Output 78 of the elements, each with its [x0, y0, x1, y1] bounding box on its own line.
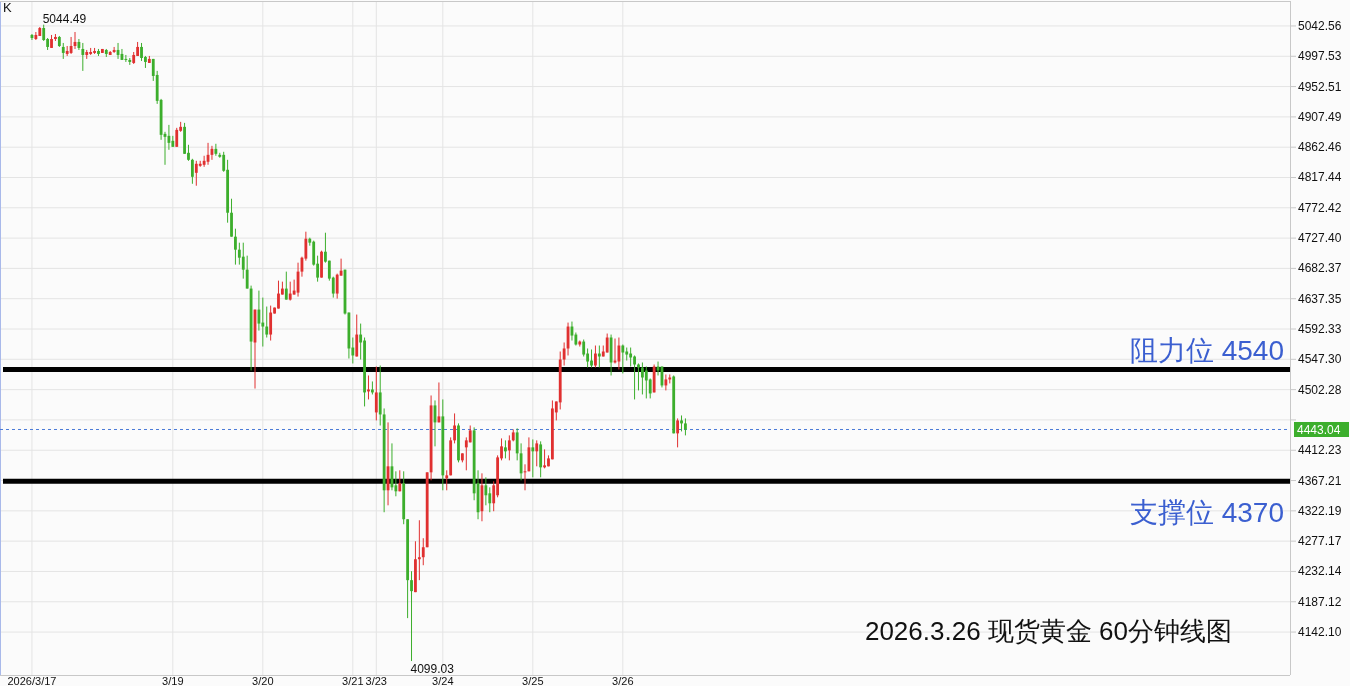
candlestick — [535, 439, 539, 467]
candlestick — [644, 366, 648, 399]
candlestick — [676, 417, 680, 448]
ref-line-label: 支撑位 4370 — [1129, 497, 1284, 529]
y-tick-label: 4907.49 — [1298, 109, 1342, 124]
candlestick — [664, 373, 668, 391]
candlestick — [124, 54, 128, 63]
y-tick-label: 4322.19 — [1298, 503, 1342, 518]
candlestick — [284, 271, 288, 301]
candlestick — [355, 314, 359, 357]
candlestick — [453, 412, 456, 444]
y-tick-label: 4727.40 — [1298, 231, 1342, 246]
candlestick — [175, 127, 179, 148]
candlestick — [241, 242, 245, 280]
y-tick-label: 4187.12 — [1298, 594, 1342, 609]
text: K — [3, 0, 12, 15]
candlestick — [269, 305, 273, 342]
candlestick — [265, 306, 269, 339]
ref-line-label: 阻力位 4540 — [1129, 334, 1284, 366]
candlestick — [621, 344, 625, 374]
x-tick-label: 3/20 — [252, 675, 274, 686]
x-tick-label: 3/26 — [612, 675, 634, 686]
text: 2026.3.26 现货黄金 60分钟线图 — [864, 616, 1232, 646]
candlestick — [594, 345, 597, 368]
candlestick — [237, 242, 241, 266]
x-tick-label: 3/23 — [365, 675, 388, 686]
y-tick-label: 4277.17 — [1298, 534, 1342, 549]
candlestick — [629, 347, 633, 368]
candlestick — [34, 31, 38, 41]
candlestick — [374, 366, 378, 421]
candlestick — [81, 42, 85, 72]
candlestick — [335, 273, 339, 300]
candlestick — [277, 280, 280, 310]
candlestick — [421, 537, 425, 566]
x-tick-label: 3/21 — [342, 675, 364, 686]
annotation: 4099.03 — [410, 662, 455, 677]
candlestick — [543, 448, 546, 469]
candlestick — [288, 281, 292, 302]
candlestick — [367, 374, 370, 400]
candlestick — [539, 440, 543, 478]
candlestick — [230, 198, 233, 238]
y-tick-label: 4547.30 — [1298, 352, 1342, 367]
candlestick — [410, 570, 413, 662]
candlestick — [507, 434, 511, 461]
y-tick-label: 4682.37 — [1298, 261, 1342, 276]
candlestick — [445, 469, 449, 491]
x-tick-label: 3/25 — [522, 675, 544, 686]
candlestick — [190, 158, 194, 185]
y-tick-label: 4142.10 — [1298, 625, 1342, 640]
candlestick — [504, 439, 507, 459]
y-tick-label: 4502.28 — [1298, 382, 1342, 397]
x-tick-label: 3/24 — [432, 675, 454, 686]
candlestick — [112, 46, 116, 54]
candlestick — [531, 438, 535, 478]
candlestick — [484, 476, 488, 506]
candlestick — [633, 354, 636, 400]
candlestick — [640, 361, 644, 395]
candlestick — [417, 519, 421, 581]
candlestick — [605, 333, 609, 354]
y-tick-label: 4232.14 — [1298, 564, 1342, 579]
y-tick-label: 4952.51 — [1298, 79, 1342, 94]
candlestick — [351, 337, 355, 364]
y-tick-label: 4592.33 — [1298, 322, 1342, 337]
annotation: 5044.49 — [42, 11, 87, 26]
y-tick-label: 4412.23 — [1298, 443, 1342, 458]
y-tick-label: 4637.35 — [1298, 291, 1342, 306]
candlestick — [214, 143, 218, 157]
x-tick-label: 3/19 — [162, 675, 184, 686]
y-tick-label: 4367.21 — [1298, 473, 1342, 488]
y-tick-label: 4997.53 — [1298, 49, 1342, 64]
candlestick — [194, 160, 198, 187]
candlestick — [234, 228, 237, 266]
y-tick-label: 4862.46 — [1298, 140, 1342, 155]
y-tick-label: 4817.44 — [1298, 170, 1342, 185]
y-tick-label: 4772.42 — [1298, 200, 1342, 215]
ref-line-label: 4443.04 — [1297, 423, 1341, 437]
y-tick-label: 5042.56 — [1298, 18, 1342, 33]
x-tick-label: 2026/3/17 — [7, 675, 57, 686]
